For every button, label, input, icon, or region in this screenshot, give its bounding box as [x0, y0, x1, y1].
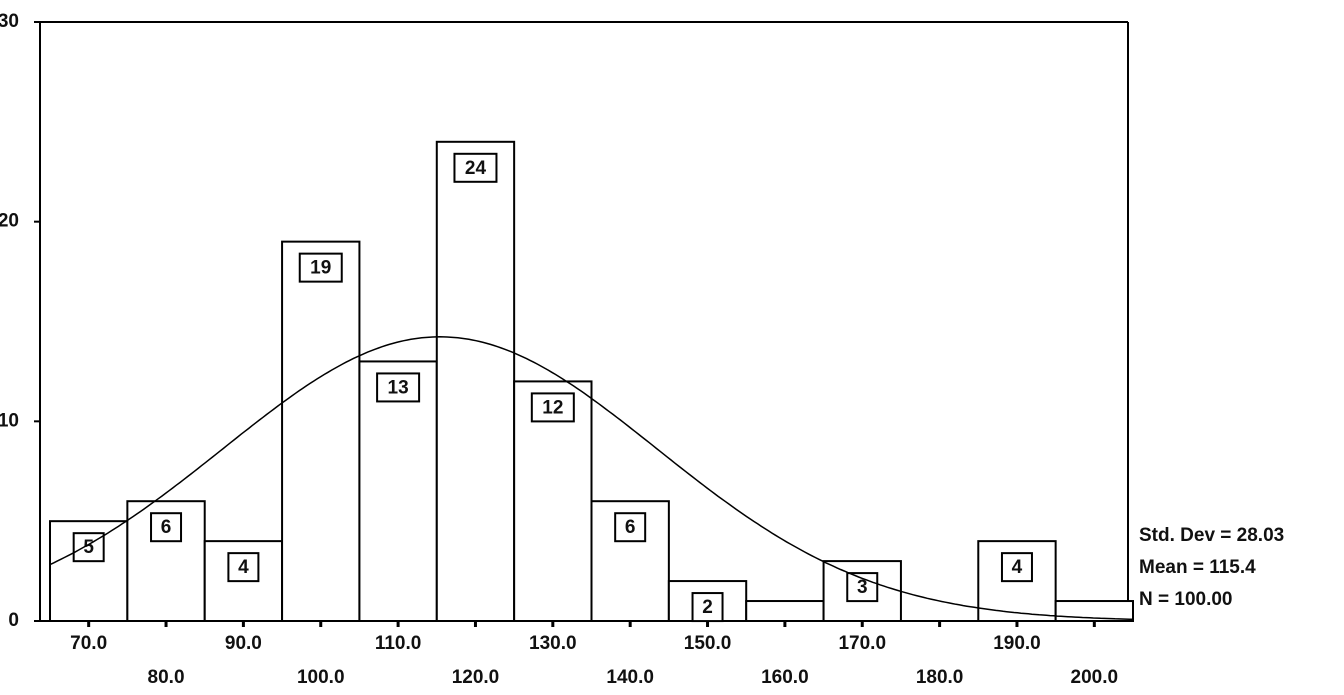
- x-tick-label: 120.0: [452, 667, 500, 688]
- y-tick-label: 10: [0, 410, 19, 431]
- value-label: 2: [702, 597, 713, 618]
- bar: [281, 240, 361, 622]
- value-label: 3: [857, 577, 868, 598]
- x-tick-label: 150.0: [684, 633, 732, 654]
- x-tick-label: 100.0: [297, 667, 345, 688]
- x-tick-label: 110.0: [375, 633, 422, 654]
- x-tick-label: 90.0: [225, 633, 262, 654]
- value-label: 19: [310, 258, 331, 279]
- x-tick-label: 80.0: [148, 667, 185, 688]
- x-tick-label: 70.0: [70, 633, 107, 654]
- bar: [358, 360, 438, 622]
- normal-curve: [49, 336, 1134, 621]
- value-label-box: [227, 552, 260, 583]
- value-label: 5: [83, 537, 94, 558]
- x-tick-label: 140.0: [606, 667, 654, 688]
- x-tick-label: 200.0: [1071, 667, 1119, 688]
- value-label-box: [1000, 552, 1033, 583]
- x-tick-label: 180.0: [916, 667, 964, 688]
- value-label-box: [298, 252, 343, 283]
- value-label: 4: [1012, 557, 1023, 578]
- value-label: 6: [625, 517, 636, 538]
- stat-label: N = 100.00: [1139, 589, 1233, 610]
- value-label: 12: [542, 397, 563, 418]
- stat-label: Mean = 115.4: [1139, 557, 1256, 578]
- value-label: 4: [238, 557, 249, 578]
- x-tick-label: 170.0: [838, 633, 886, 654]
- value-label-box: [453, 152, 498, 183]
- value-label-box: [614, 512, 647, 543]
- value-label: 13: [388, 377, 409, 398]
- value-label-box: [376, 372, 421, 403]
- stat-label: Std. Dev = 28.03: [1139, 525, 1284, 546]
- x-tick-label: 190.0: [993, 633, 1041, 654]
- value-label: 24: [465, 158, 487, 179]
- y-tick-label: 0: [8, 610, 19, 631]
- y-tick-label: 30: [0, 11, 19, 32]
- value-label-box: [530, 392, 575, 423]
- y-tick-label: 20: [0, 211, 19, 232]
- x-tick-label: 130.0: [529, 633, 577, 654]
- value-label: 6: [161, 517, 172, 538]
- bar: [745, 600, 825, 622]
- x-tick-label: 160.0: [761, 667, 809, 688]
- bar: [435, 140, 516, 623]
- value-label-box: [150, 512, 183, 543]
